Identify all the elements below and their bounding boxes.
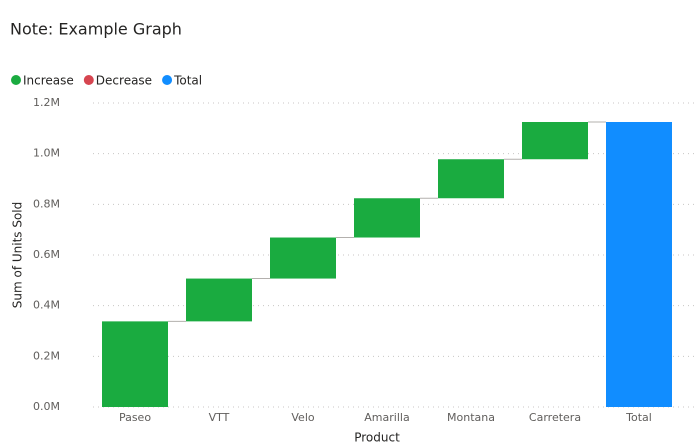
x-tick-label: Velo xyxy=(291,411,314,424)
x-tick-label: Total xyxy=(625,411,652,424)
bar xyxy=(522,122,588,160)
x-tick-label: Paseo xyxy=(119,411,151,424)
y-tick-label: 1.0M xyxy=(33,147,60,160)
y-tick-label: 0.6M xyxy=(33,248,60,261)
x-axis-title: Product xyxy=(354,431,400,445)
y-axis-title: Sum of Units Sold xyxy=(11,202,25,309)
bar xyxy=(354,198,420,238)
legend-swatch xyxy=(83,75,94,85)
x-tick-label: VTT xyxy=(209,411,230,424)
y-tick-label: 1.2M xyxy=(33,96,60,109)
bar xyxy=(270,237,336,279)
bar xyxy=(186,278,252,322)
x-tick-label: Amarilla xyxy=(364,411,409,424)
chart-title: Note: Example Graph xyxy=(10,20,182,39)
x-tick-label: Montana xyxy=(447,411,495,424)
y-tick-label: 0.2M xyxy=(33,349,60,362)
y-tick-label: 0.0M xyxy=(33,400,60,413)
legend-label: Decrease xyxy=(96,74,152,88)
y-tick-label: 0.4M xyxy=(33,299,60,312)
bar xyxy=(102,321,168,407)
legend-label: Increase xyxy=(23,74,74,88)
legend-swatch xyxy=(11,75,21,85)
legend-label: Total xyxy=(173,74,202,88)
bar xyxy=(606,122,672,407)
y-tick-label: 0.8M xyxy=(33,197,60,210)
legend-swatch xyxy=(162,75,173,85)
bar xyxy=(438,159,504,199)
x-tick-label: Carretera xyxy=(529,411,581,424)
